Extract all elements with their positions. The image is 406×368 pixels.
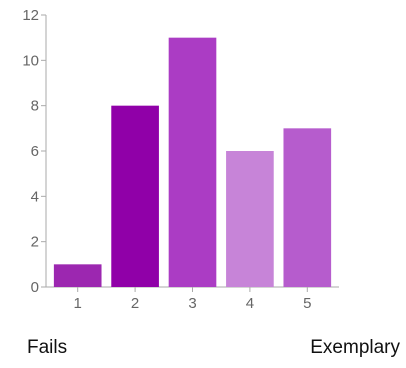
y-tick-label: 0: [31, 279, 39, 296]
y-axis: 0 2 4 6 8 10 12: [22, 7, 47, 296]
bar-5: [283, 128, 332, 287]
x-axis: 1 2 3 4 5: [46, 286, 339, 312]
bars: [53, 37, 332, 288]
bar-3: [168, 37, 217, 287]
x-tick-label: 1: [74, 295, 82, 312]
y-tick-label: 8: [31, 98, 39, 115]
y-tick-label: 2: [31, 234, 39, 251]
y-tick-label: 12: [22, 7, 39, 24]
bar-1: [53, 264, 102, 287]
x-tick-label: 4: [246, 295, 254, 312]
y-tick-label: 4: [31, 188, 39, 205]
x-tick-label: 3: [188, 295, 196, 312]
x-tick-label: 2: [131, 295, 139, 312]
y-tick-label: 10: [22, 52, 39, 69]
scale-label-high: Exemplary: [310, 337, 400, 358]
x-tick-label: 5: [303, 295, 311, 312]
bar-4: [226, 151, 274, 287]
y-tick-label: 6: [31, 143, 39, 160]
bar-2: [111, 105, 159, 288]
scale-label-low: Fails: [27, 337, 68, 358]
